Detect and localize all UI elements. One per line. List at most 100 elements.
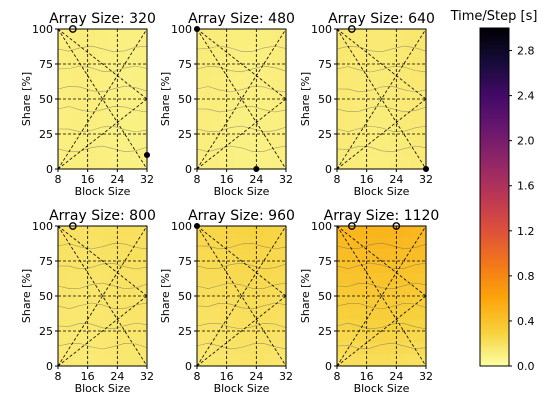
y-tick-label: 0: [325, 163, 332, 176]
heatmap-cell: [271, 110, 280, 123]
heatmap-cell: [95, 52, 104, 65]
heatmap-cell: [278, 134, 287, 147]
x-tick-label: 16: [220, 173, 234, 186]
contour-line: [196, 86, 287, 93]
heatmap-cell: [271, 296, 280, 309]
heatmap-cell: [87, 87, 96, 100]
heatmap-cell: [344, 331, 353, 344]
heatmap-cell: [211, 134, 220, 147]
heatmap-cell: [374, 122, 383, 135]
heatmap-cell: [396, 296, 405, 309]
heatmap-cell: [278, 354, 287, 367]
heatmap-cell: [58, 296, 67, 309]
heatmap-cell: [241, 145, 250, 158]
heatmap-cell: [388, 296, 397, 309]
heatmap-cell: [366, 87, 375, 100]
heatmap-cell: [241, 342, 250, 355]
heatmap-cell: [374, 342, 383, 355]
diagonal-line: [196, 295, 287, 367]
heatmap-cell: [337, 272, 346, 285]
heatmap-cell: [65, 331, 74, 344]
heatmap-cell: [388, 226, 397, 239]
heatmap-cell: [132, 319, 141, 332]
x-tick-label: 24: [389, 370, 403, 383]
heatmap-cell: [102, 354, 111, 367]
heatmap-cell: [271, 40, 280, 53]
x-tick-label: 24: [249, 173, 263, 186]
x-tick-label: 32: [140, 173, 154, 186]
heatmap-cell: [58, 134, 67, 147]
heatmap-cell: [337, 134, 346, 147]
heatmap-cell: [80, 284, 89, 297]
heatmap-cell: [396, 134, 405, 147]
heatmap-cell: [124, 319, 133, 332]
heatmap-cell: [248, 331, 257, 344]
heatmap-cell: [65, 64, 74, 77]
heatmap-cell: [359, 331, 368, 344]
heatmap-cell: [418, 64, 427, 77]
heatmap-cell: [87, 99, 96, 112]
diagonal-line: [336, 28, 427, 170]
heatmap-cell: [65, 354, 74, 367]
x-tick-label: 24: [110, 173, 124, 186]
heatmap-cell: [132, 134, 141, 147]
heatmap-cell: [344, 122, 353, 135]
heatmap-cell: [248, 157, 257, 170]
heatmap-cell: [418, 284, 427, 297]
heatmap-cell: [109, 237, 118, 250]
heatmap-cell: [87, 249, 96, 262]
heatmap-cell: [65, 307, 74, 320]
heatmap-cell: [117, 226, 126, 239]
heatmap-cell: [132, 110, 141, 123]
heatmap-cell: [117, 249, 126, 262]
heatmap-cell: [234, 331, 243, 344]
heatmap-cell: [351, 331, 360, 344]
heatmap-cell: [124, 272, 133, 285]
heatmap-cell: [102, 157, 111, 170]
heatmap-cell: [234, 226, 243, 239]
heatmap-cell: [388, 342, 397, 355]
x-tick-label: 16: [81, 173, 95, 186]
panel-title: Array Size: 480: [188, 11, 295, 27]
colorbar-tick-label: 2.0: [517, 135, 535, 148]
heatmap-cell: [87, 226, 96, 239]
heatmap-cell: [271, 319, 280, 332]
heatmap-cell: [226, 226, 235, 239]
colorbar-tick-label: 0.0: [517, 360, 535, 373]
heatmap-cell: [278, 145, 287, 158]
heatmap-cell: [124, 296, 133, 309]
heatmap-cell: [95, 342, 104, 355]
heatmap-cell: [359, 52, 368, 65]
heatmap-cell: [72, 52, 81, 65]
heatmap-cell: [359, 122, 368, 135]
heatmap-cell: [139, 319, 148, 332]
heatmap-cell: [95, 237, 104, 250]
heatmap-cell: [95, 296, 104, 309]
diagonal-line: [57, 28, 148, 100]
heatmap-cell: [263, 157, 272, 170]
heatmap-cell: [219, 134, 228, 147]
heatmap-cell: [95, 226, 104, 239]
heatmap-cell: [396, 226, 405, 239]
heatmap-cell: [351, 122, 360, 135]
heatmap-cell: [374, 272, 383, 285]
heatmap-cell: [109, 331, 118, 344]
heatmap-cell: [256, 307, 265, 320]
heatmap-cell: [241, 272, 250, 285]
heatmap-cell: [374, 296, 383, 309]
heatmap-cell: [204, 157, 213, 170]
heatmap-cell: [351, 29, 360, 42]
heatmap-cell: [344, 354, 353, 367]
heatmap-cell: [72, 226, 81, 239]
heatmap-cell: [80, 110, 89, 123]
y-tick-label: 50: [318, 290, 332, 303]
heatmap-cell: [226, 29, 235, 42]
heatmap-cell: [278, 40, 287, 53]
heatmap-cell: [241, 110, 250, 123]
heatmap-cell: [344, 272, 353, 285]
colorbar-title: Time/Step [s]: [450, 9, 538, 24]
heatmap-cell: [248, 145, 257, 158]
contour-line: [336, 86, 427, 93]
x-tick-label: 16: [220, 370, 234, 383]
